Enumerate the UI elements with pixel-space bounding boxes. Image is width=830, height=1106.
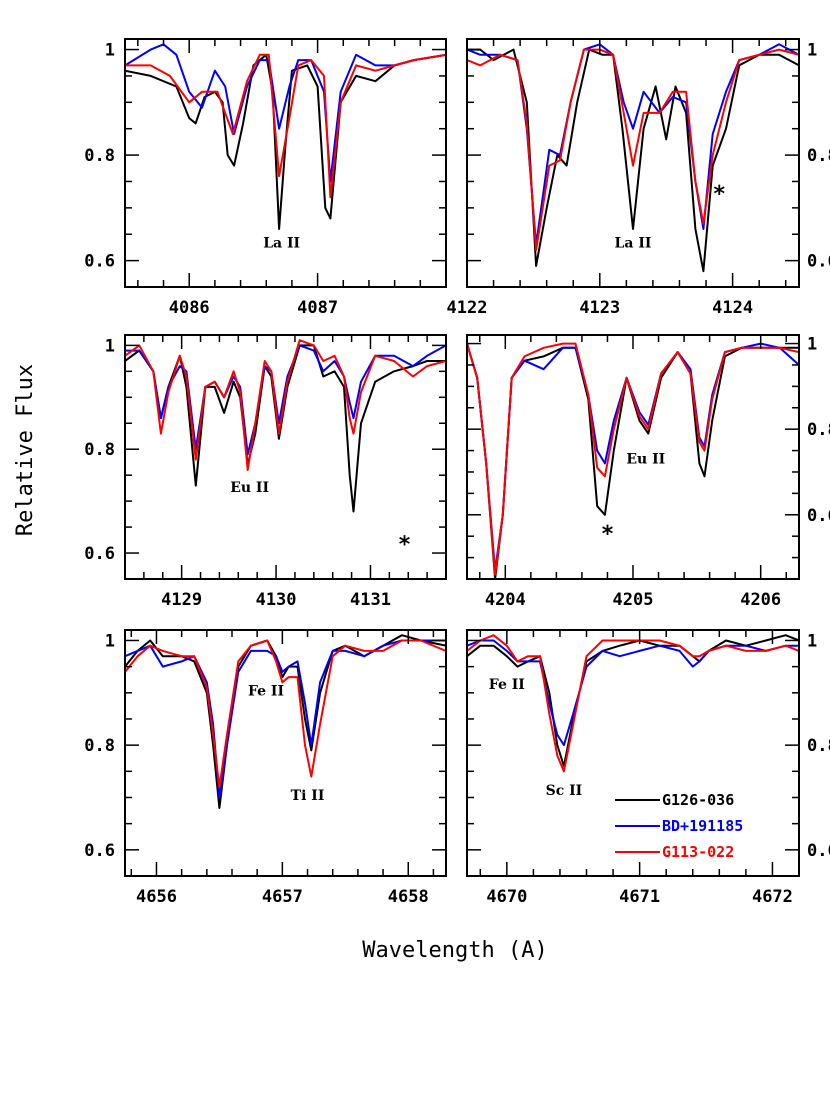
panel-frame xyxy=(124,38,447,288)
panel-p4: 4204 4205 4206 0.6 0.8 1 Eu II * xyxy=(466,334,830,610)
series-line-bd-191185 xyxy=(125,43,446,183)
asterisk-marker: * xyxy=(602,522,614,547)
panel-p6: 4670 4671 4672 0.6 0.8 1 Fe II Sc II xyxy=(466,629,830,907)
panel-p5: 4656 4657 4658 0.6 0.8 1 Fe II Ti II xyxy=(84,629,447,907)
y-tick-label: 0.8 xyxy=(84,146,115,166)
x-tick-label: 4670 xyxy=(486,887,527,907)
panel-p3: 4129 4130 4131 0.6 0.8 1 Eu II * xyxy=(84,334,447,610)
legend-entry: BD+191185 xyxy=(662,817,743,835)
x-tick-label: 4205 xyxy=(613,590,654,610)
y-tick-label: 0.6 xyxy=(84,544,115,564)
series-line-bd-191185 xyxy=(125,344,446,456)
x-tick-label: 4129 xyxy=(161,590,202,610)
x-tick-label: 4206 xyxy=(740,590,781,610)
series-line-g126-036 xyxy=(125,634,446,809)
series-line-bd-191185 xyxy=(125,639,446,799)
x-tick-label: 4124 xyxy=(712,298,753,318)
y-tick-label: 1 xyxy=(105,336,115,356)
legend-entry: G113-022 xyxy=(662,843,734,861)
asterisk-marker: * xyxy=(399,533,411,558)
y-tick-label: 1 xyxy=(807,41,817,61)
series-line-g113-022 xyxy=(467,342,799,576)
line-id-label: La II xyxy=(263,235,300,251)
x-tick-label: 4130 xyxy=(256,590,297,610)
line-id-label: Eu II xyxy=(626,451,665,467)
x-tick-label: 4122 xyxy=(447,298,488,318)
series-line-bd-191185 xyxy=(467,43,799,246)
y-tick-label: 0.6 xyxy=(84,841,115,861)
y-tick-label: 0.8 xyxy=(84,736,115,756)
line-id-label: Fe II xyxy=(248,683,284,699)
x-tick-label: 4656 xyxy=(136,887,177,907)
series-line-g113-022 xyxy=(125,339,446,471)
legend: G126-036 BD+191185 G113-022 xyxy=(615,791,743,861)
panels-group: 4086 4087 0.6 0.8 1 La II 4122 4123 4124 0.6 0.8 1 L… xyxy=(84,38,830,907)
x-tick-label: 4657 xyxy=(262,887,303,907)
y-tick-label: 0.8 xyxy=(84,440,115,460)
y-tick-label: 1 xyxy=(105,41,115,61)
x-tick-label: 4671 xyxy=(619,887,660,907)
x-tick-label: 4087 xyxy=(297,298,338,318)
y-tick-label: 0.6 xyxy=(807,506,830,526)
series-line-g113-022 xyxy=(125,639,446,788)
line-id-label: Ti II xyxy=(291,788,325,804)
panel-frame xyxy=(124,334,447,580)
line-id-label: Fe II xyxy=(489,677,525,693)
series-line-g113-022 xyxy=(467,634,799,773)
asterisk-marker: * xyxy=(714,182,726,207)
panel-p2: 4122 4123 4124 0.6 0.8 1 La II * xyxy=(447,38,830,318)
series-line-g113-022 xyxy=(467,48,799,252)
line-id-label: La II xyxy=(615,235,652,251)
y-tick-label: 0.6 xyxy=(84,252,115,272)
y-tick-label: 1 xyxy=(807,631,817,651)
y-tick-label: 1 xyxy=(807,335,817,355)
x-tick-label: 4204 xyxy=(485,590,526,610)
y-tick-label: 0.8 xyxy=(807,420,830,440)
y-tick-label: 1 xyxy=(105,631,115,651)
panel-frame xyxy=(466,38,800,288)
y-tick-label: 0.8 xyxy=(807,146,830,166)
x-axis-title: Wavelength (A) xyxy=(362,938,547,963)
legend-entry: G126-036 xyxy=(662,791,734,809)
y-tick-label: 0.6 xyxy=(807,841,830,861)
x-tick-label: 4658 xyxy=(388,887,429,907)
y-tick-label: 0.8 xyxy=(807,736,830,756)
series-line-g126-036 xyxy=(467,634,799,768)
x-tick-label: 4086 xyxy=(169,298,210,318)
series-line-g126-036 xyxy=(125,344,446,513)
y-tick-label: 0.6 xyxy=(807,252,830,272)
line-id-label: Eu II xyxy=(230,480,269,496)
panel-frame xyxy=(466,629,800,877)
panel-frame xyxy=(124,629,447,877)
series-line-g113-022 xyxy=(125,53,446,199)
panel-p1: 4086 4087 0.6 0.8 1 La II xyxy=(84,38,447,318)
line-id-label: Sc II xyxy=(546,783,583,799)
y-axis-title: Relative Flux xyxy=(13,364,38,536)
x-tick-label: 4672 xyxy=(752,887,793,907)
x-tick-label: 4123 xyxy=(579,298,620,318)
x-tick-label: 4131 xyxy=(350,590,391,610)
